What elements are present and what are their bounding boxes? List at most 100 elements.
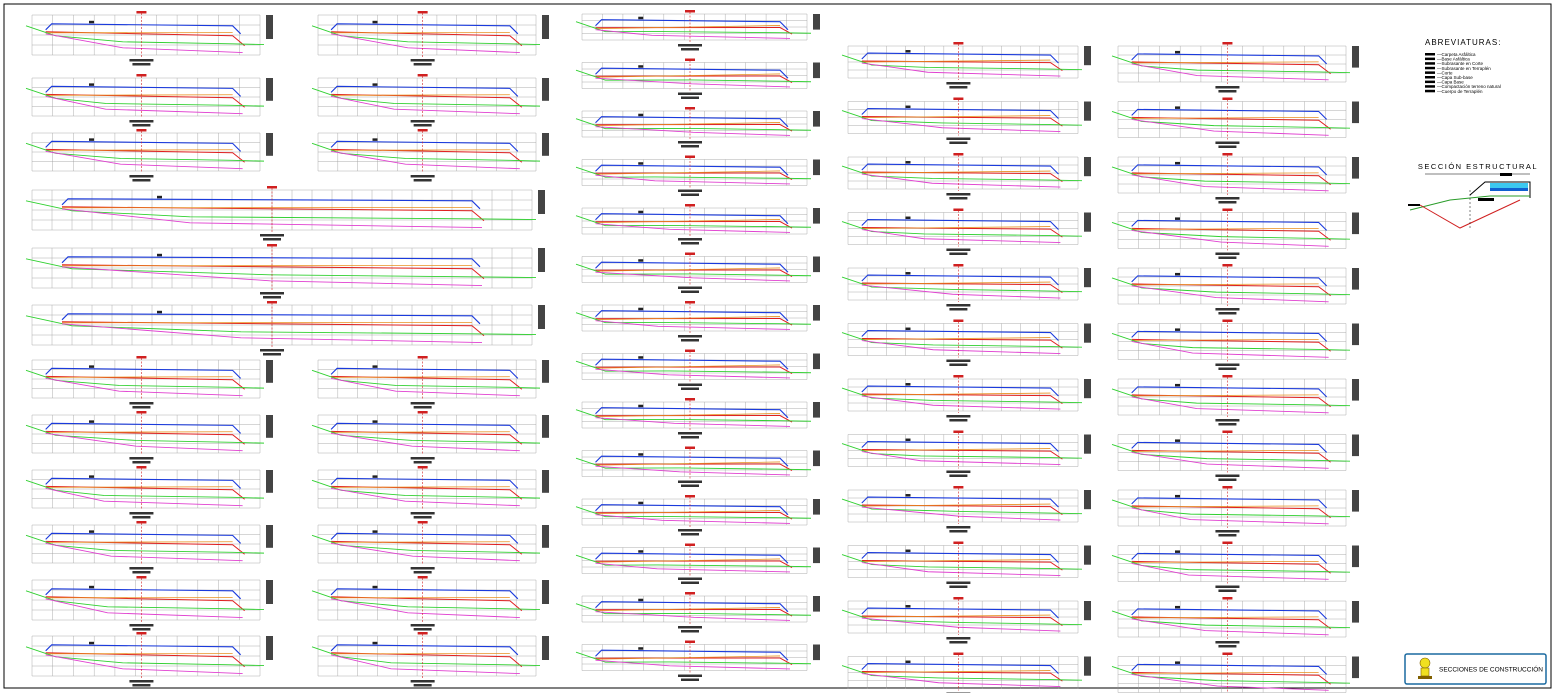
station-label	[414, 406, 432, 409]
station-label	[1215, 530, 1239, 533]
cross-section	[26, 301, 545, 356]
road-label	[1175, 51, 1180, 54]
station-label	[129, 175, 153, 178]
centerline-label	[1222, 375, 1232, 378]
centerline-label	[136, 576, 146, 579]
station-label	[1215, 364, 1239, 367]
centerline-label	[685, 156, 695, 159]
station-label	[678, 141, 702, 144]
elevation-labels	[1084, 324, 1091, 343]
station-label	[414, 63, 432, 66]
elevation-labels	[813, 451, 820, 467]
road-label	[89, 420, 94, 423]
road-label	[1175, 217, 1180, 220]
station-label	[946, 415, 970, 418]
cross-section	[842, 42, 1091, 89]
station-label	[681, 194, 699, 197]
cross-section	[1112, 209, 1359, 260]
cross-section	[312, 521, 549, 574]
embankment	[862, 174, 1061, 187]
centerline-label	[418, 411, 428, 414]
centerline-label	[953, 486, 963, 489]
cross-section	[26, 411, 273, 464]
station-label	[946, 249, 970, 252]
cross-section	[312, 466, 549, 519]
centerline-label	[953, 597, 963, 600]
road-label	[638, 502, 643, 505]
station-label	[411, 512, 435, 515]
cross-section	[26, 244, 545, 299]
embankment	[862, 119, 1061, 132]
cross-section	[576, 544, 820, 585]
road-label	[638, 647, 643, 650]
road-label	[89, 138, 94, 141]
embankment	[862, 507, 1061, 520]
centerline-label	[685, 544, 695, 547]
road-label	[89, 21, 94, 24]
station-label	[129, 512, 153, 515]
elevation-labels	[813, 305, 820, 321]
centerline-label	[136, 466, 146, 469]
station-label	[946, 304, 970, 307]
centerline-label	[953, 431, 963, 434]
cross-section	[842, 542, 1091, 589]
embankment	[862, 341, 1061, 354]
road-label	[906, 494, 911, 497]
station-label	[1218, 590, 1236, 593]
centerline-label	[1222, 209, 1232, 212]
station-label	[678, 287, 702, 290]
elevation-labels	[542, 470, 549, 493]
station-label	[681, 582, 699, 585]
road-label	[906, 439, 911, 442]
station-label	[260, 292, 284, 295]
embankment	[596, 563, 791, 572]
station-label	[949, 641, 967, 644]
centerline-label	[418, 632, 428, 635]
road-label	[373, 138, 378, 141]
station-label	[1218, 257, 1236, 260]
centerline-label	[685, 253, 695, 256]
centerline-label	[136, 356, 146, 359]
elevation-labels	[542, 580, 549, 604]
station-label	[411, 175, 435, 178]
elevation-labels	[542, 15, 549, 39]
elevation-labels	[542, 415, 549, 438]
station-label	[946, 138, 970, 141]
embankment	[596, 321, 791, 330]
embankment	[862, 674, 1061, 687]
cross-section	[1112, 542, 1359, 593]
elevation-labels	[813, 596, 820, 612]
station-label	[260, 349, 284, 352]
centerline-label	[1222, 542, 1232, 545]
cross-section	[26, 632, 273, 687]
centerline-label	[418, 521, 428, 524]
road-label	[638, 308, 643, 311]
station-label	[132, 461, 150, 464]
cross-section	[312, 632, 549, 687]
elevation-labels	[1352, 46, 1359, 68]
cross-section	[312, 129, 549, 182]
centerline-label	[136, 411, 146, 414]
road-label	[1175, 384, 1180, 387]
station-label	[411, 680, 435, 683]
centerline-label	[418, 466, 428, 469]
road-label	[1175, 106, 1180, 109]
station-label	[1215, 419, 1239, 422]
station-label	[678, 238, 702, 241]
station-label	[678, 675, 702, 678]
station-label	[129, 457, 153, 460]
station-label	[132, 516, 150, 519]
station-label	[681, 630, 699, 633]
elevation-labels	[266, 415, 273, 438]
station-label	[678, 44, 702, 47]
road-label	[373, 365, 378, 368]
station-label	[949, 142, 967, 145]
road-label	[906, 550, 911, 553]
road-label	[638, 599, 643, 602]
elevation-labels	[266, 525, 273, 548]
cross-section	[26, 129, 273, 182]
road-label	[373, 420, 378, 423]
road-label	[89, 365, 94, 368]
station-label	[678, 432, 702, 435]
abbreviation-code	[1425, 90, 1435, 93]
